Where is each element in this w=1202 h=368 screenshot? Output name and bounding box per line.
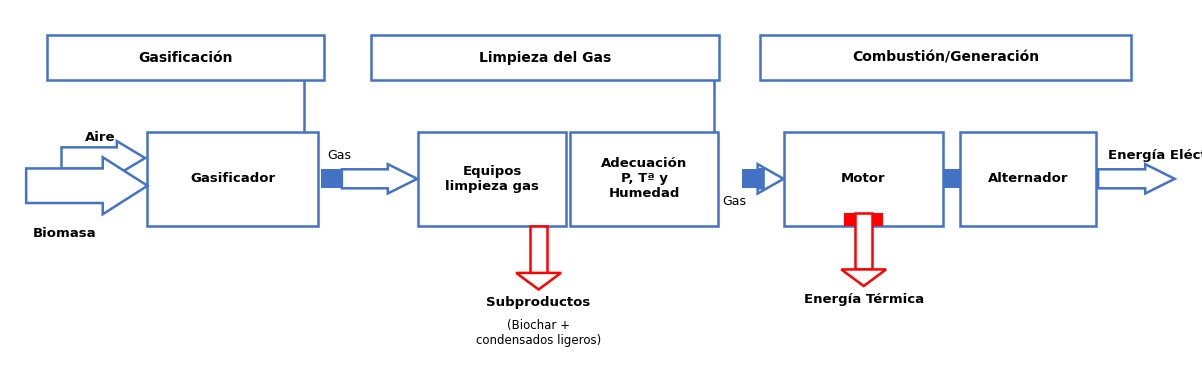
Text: Gas: Gas [722, 195, 746, 208]
FancyBboxPatch shape [571, 132, 718, 226]
Text: Limpieza del Gas: Limpieza del Gas [478, 51, 611, 65]
Text: Equipos
limpieza gas: Equipos limpieza gas [445, 165, 538, 193]
Text: Energía Eléctrica: Energía Eléctrica [1107, 149, 1202, 162]
Text: Combustión/Generación: Combustión/Generación [852, 51, 1039, 65]
Text: Gas: Gas [328, 149, 352, 162]
FancyBboxPatch shape [856, 213, 871, 269]
Text: Subproductos: Subproductos [487, 297, 590, 309]
FancyBboxPatch shape [371, 35, 719, 80]
Polygon shape [1099, 164, 1174, 194]
Text: Energía Térmica: Energía Térmica [804, 293, 924, 306]
Polygon shape [61, 141, 145, 175]
Text: Gasificación: Gasificación [138, 51, 233, 65]
FancyBboxPatch shape [321, 169, 341, 188]
FancyBboxPatch shape [148, 132, 319, 226]
Polygon shape [841, 269, 886, 286]
Text: (Biochar +
condensados ligeros): (Biochar + condensados ligeros) [476, 319, 601, 347]
FancyBboxPatch shape [530, 226, 547, 273]
FancyBboxPatch shape [784, 132, 942, 226]
Polygon shape [341, 164, 417, 194]
Text: Gasificador: Gasificador [190, 172, 275, 185]
Polygon shape [757, 164, 784, 194]
Text: Aire: Aire [85, 131, 115, 144]
FancyBboxPatch shape [47, 35, 325, 80]
FancyBboxPatch shape [418, 132, 566, 226]
Polygon shape [26, 157, 148, 214]
Text: Biomasa: Biomasa [34, 227, 97, 240]
Text: Adecuación
P, Tª y
Humedad: Adecuación P, Tª y Humedad [601, 157, 688, 200]
FancyBboxPatch shape [760, 35, 1131, 80]
Text: Motor: Motor [840, 172, 886, 185]
FancyBboxPatch shape [844, 213, 883, 226]
FancyBboxPatch shape [743, 169, 763, 188]
FancyBboxPatch shape [960, 132, 1096, 226]
Polygon shape [516, 273, 561, 290]
FancyBboxPatch shape [942, 169, 960, 188]
Text: Alternador: Alternador [988, 172, 1069, 185]
